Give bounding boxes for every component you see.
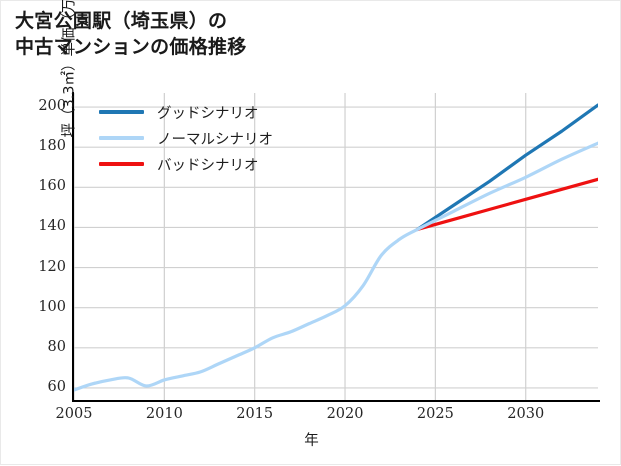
legend-item-normal[interactable]: ノーマルシナリオ: [99, 125, 329, 151]
plot-canvas: [74, 93, 598, 400]
y-tick-label: 60: [47, 378, 66, 395]
series-line-good: [415, 103, 598, 232]
legend-swatch-normal: [99, 136, 144, 140]
legend: グッドシナリオ ノーマルシナリオ バッドシナリオ: [99, 99, 329, 177]
chart-title: 大宮公園駅（埼玉県）の 中古マンションの価格推移: [15, 9, 605, 60]
series-lines: [74, 103, 598, 392]
x-axis-spine: [72, 400, 600, 402]
chart-title-line-1: 大宮公園駅（埼玉県）の: [15, 10, 228, 32]
plot-area: グッドシナリオ ノーマルシナリオ バッドシナリオ: [72, 92, 600, 402]
x-tick-label: 2025: [416, 406, 454, 422]
x-tick-label: 2020: [326, 406, 364, 422]
legend-label-good: グッドシナリオ: [157, 105, 259, 122]
y-tick-label: 80: [47, 338, 66, 355]
legend-label-bad: バッドシナリオ: [157, 157, 259, 174]
x-tick-label: 2010: [145, 406, 183, 422]
legend-swatch-bad: [99, 162, 144, 166]
legend-item-good[interactable]: グッドシナリオ: [99, 99, 329, 125]
series-line-bad: [415, 177, 598, 232]
x-axis-label: 年: [304, 433, 319, 449]
y-tick-label: 160: [38, 178, 66, 195]
x-tick-label: 2030: [507, 406, 545, 422]
y-tick-label: 140: [38, 218, 66, 235]
y-tick-label: 100: [38, 298, 66, 315]
legend-label-normal: ノーマルシナリオ: [157, 131, 273, 148]
y-axis-label: 坪（3.3㎡）単価（万円）: [61, 0, 78, 138]
y-axis-spine: [72, 92, 74, 401]
y-tick-label: 120: [38, 258, 66, 275]
legend-item-bad[interactable]: バッドシナリオ: [99, 151, 329, 177]
x-tick-label: 2015: [236, 406, 274, 422]
series-line-normal: [74, 141, 598, 392]
legend-swatch-good: [99, 110, 144, 114]
x-tick-label: 2005: [55, 406, 93, 422]
chart-title-line-2: 中古マンションの価格推移: [15, 35, 247, 58]
